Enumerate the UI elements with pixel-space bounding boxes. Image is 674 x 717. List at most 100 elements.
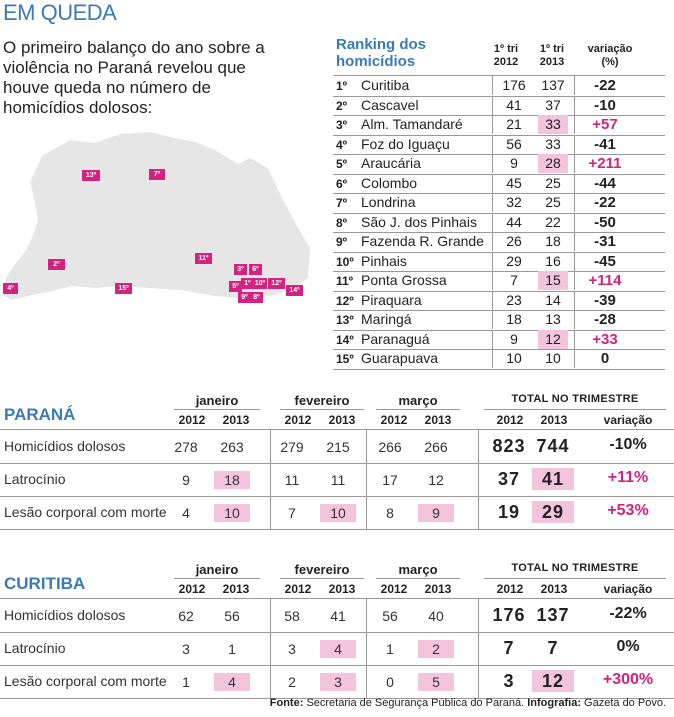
parana-month-value: 17 <box>382 472 398 488</box>
page-title: EM QUEDA <box>3 0 117 25</box>
ranking-variation: -22 <box>574 76 635 95</box>
map-pin: 14º <box>286 285 303 296</box>
ranking-value-2012: 176 <box>492 76 535 95</box>
parana-row-label: Lesão corporal com morte <box>4 504 167 520</box>
curitiba-row: Lesão corporal com morte 1 4 2 3 0 5 3 12 +300% <box>0 665 674 699</box>
map-pin: 4º <box>3 283 18 294</box>
ranking-value-2013: 15 <box>538 271 568 290</box>
parana-year-header: 2012 <box>380 413 408 427</box>
map-pin: 7º <box>149 169 165 180</box>
ranking-row: 9º Fazenda R. Grande 26 18 -31 <box>333 232 665 253</box>
curitiba-column-divider <box>270 599 271 698</box>
parana-year-header: 2012 <box>178 413 206 427</box>
parana-month-header: janeiro <box>195 393 239 408</box>
curitiba-month-rule <box>280 578 364 579</box>
map-pin: 12º <box>268 278 285 289</box>
curitiba-total-2012: 7 <box>503 638 515 658</box>
infographic-label: Infografia: <box>527 697 581 709</box>
ranking-position: 2º <box>336 98 348 113</box>
ranking-value-2013: 13 <box>545 311 561 327</box>
ranking-city: Curitiba <box>361 77 410 93</box>
ranking-position: 1º <box>336 79 348 93</box>
ranking-position: 4º <box>336 137 348 152</box>
ranking-position: 7º <box>336 196 348 210</box>
ranking-city: Paranaguá <box>361 330 430 347</box>
parana-month-header: fevereiro <box>294 393 350 408</box>
ranking-variation: +33 <box>574 329 635 349</box>
parana-month-value: 266 <box>378 439 402 455</box>
curitiba-total-2013: 137 <box>536 605 570 625</box>
ranking-row: 3º Alm. Tamandaré 21 33 +57 <box>333 115 665 136</box>
ranking-position: 3º <box>336 118 348 132</box>
curitiba-row-label: Lesão corporal com morte <box>4 673 167 689</box>
parana-state-shape <box>4 132 310 300</box>
ranking-position: 12º <box>336 293 354 308</box>
parana-month-value: 7 <box>288 505 296 521</box>
parana-row: Homicídios dolosos 278 263 279 215 266 266 823 7… <box>0 430 674 464</box>
curitiba-total-variation: 0% <box>616 638 640 655</box>
ranking-position: 8º <box>336 215 348 230</box>
ranking-position: 10º <box>336 254 354 269</box>
ranking-city: Foz do Iguaçu <box>361 135 450 152</box>
curitiba-month-header: fevereiro <box>294 562 350 577</box>
ranking-value-2013: 33 <box>545 135 561 152</box>
parana-year-header: 2012 <box>284 413 312 427</box>
ranking-value-2012: 7 <box>492 271 535 290</box>
ranking-variation: -44 <box>574 173 635 193</box>
ranking-position: 5º <box>336 157 348 171</box>
ranking-row: 15º Guarapuava 10 10 0 <box>333 349 665 370</box>
curitiba-column-divider <box>366 599 367 698</box>
infographic-text: Gazeta do Povo. <box>584 697 666 709</box>
parana-month-value: 215 <box>326 439 350 455</box>
ranking-value-2013: 22 <box>545 213 561 230</box>
parana-column-divider <box>270 430 271 529</box>
curitiba-total-rule <box>484 578 666 579</box>
source-note: Fonte: Secretaria de Segurança Pública d… <box>270 697 666 709</box>
map-pin: 5º <box>229 281 242 292</box>
ranking-city: Maringá <box>361 311 412 327</box>
curitiba-header-rule <box>0 598 674 599</box>
ranking-col-2012: 1º tri 2012 <box>493 43 519 68</box>
ranking-variation: -50 <box>574 212 635 232</box>
ranking-value-2012: 29 <box>492 251 535 271</box>
ranking-value-2012: 21 <box>492 115 535 134</box>
parana-month-value: 8 <box>386 505 394 521</box>
curitiba-month-value: 58 <box>284 608 300 624</box>
parana-header-rule <box>0 429 674 430</box>
ranking-value-2012: 9 <box>492 329 535 349</box>
parana-month-value: 12 <box>428 472 444 488</box>
curitiba-month-rule <box>174 578 260 579</box>
map-pin: 2º <box>48 259 65 270</box>
curitiba-year-header: 2012 <box>496 582 524 596</box>
map-pin: 6º <box>249 264 262 275</box>
ranking-row: 13º Maringá 18 13 -28 <box>333 310 665 331</box>
ranking-value-2013: 18 <box>545 233 561 249</box>
map-pin: 11º <box>195 253 212 264</box>
parana-total-variation: +11% <box>607 469 649 486</box>
ranking-variation: -31 <box>574 232 635 251</box>
parana-month-value: 18 <box>214 471 250 489</box>
parana-year-header: 2013 <box>540 413 568 427</box>
curitiba-year-header: 2013 <box>424 582 452 596</box>
curitiba-row: Latrocínio 3 1 3 4 1 2 7 7 0% <box>0 632 674 666</box>
curitiba-total-variation: -22% <box>609 605 647 622</box>
parana-total-variation: -10% <box>609 436 647 453</box>
ranking-city: Cascavel <box>361 96 419 113</box>
curitiba-month-value: 40 <box>428 608 444 624</box>
ranking-row: 12º Piraquara 23 14 -39 <box>333 290 665 311</box>
map-pin: 9º <box>238 292 251 303</box>
ranking-variation: +114 <box>574 271 635 290</box>
curitiba-month-value: 56 <box>224 608 240 624</box>
ranking-value-2013: 12 <box>538 329 568 349</box>
parana-month-value: 4 <box>182 505 190 521</box>
curitiba-row-label: Homicídios dolosos <box>4 607 126 623</box>
map-pin: 1º <box>241 278 254 289</box>
curitiba-month-value: 62 <box>178 608 194 624</box>
ranking-city: Londrina <box>361 194 416 210</box>
parana-month-value: 278 <box>174 439 198 455</box>
curitiba-month-value: 5 <box>418 673 454 691</box>
ranking-city: Araucária <box>361 155 421 171</box>
map-pin: 13º <box>82 170 100 181</box>
parana-month-value: 10 <box>320 504 356 522</box>
ranking-value-2012: 9 <box>492 154 535 173</box>
